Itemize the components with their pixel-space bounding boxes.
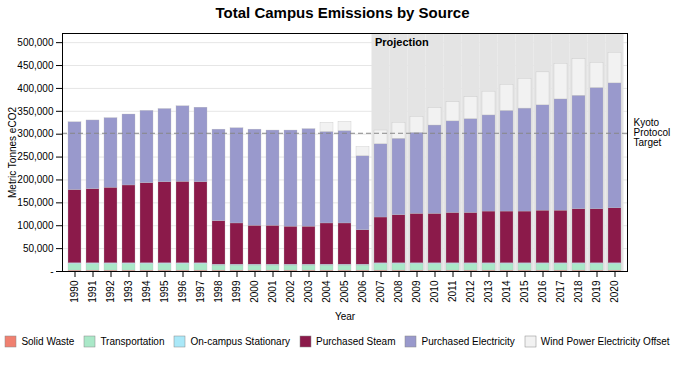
html-text:Wind Power Electricity Offset: Wind Power Electricity Offset	[540, 336, 670, 347]
svg-text:2019: 2019	[591, 280, 602, 303]
svg-text:1998: 1998	[213, 280, 224, 303]
svg-text:500,000: 500,000	[17, 37, 54, 48]
svg-text:2010: 2010	[429, 280, 440, 303]
svg-text:2016: 2016	[537, 280, 548, 303]
svg-text:-: -	[50, 266, 53, 277]
svg-text:1997: 1997	[195, 280, 206, 303]
html-text:On-campus Stationary: On-campus Stationary	[190, 336, 290, 347]
svg-text:2009: 2009	[411, 280, 422, 303]
svg-text:Year: Year	[335, 311, 356, 322]
svg-text:100,000: 100,000	[17, 220, 54, 231]
svg-text:2012: 2012	[465, 280, 476, 303]
svg-text:300,000: 300,000	[17, 128, 54, 139]
svg-text:2000: 2000	[249, 280, 260, 303]
svg-text:KyotoProtocolTarget: KyotoProtocolTarget	[634, 117, 671, 148]
svg-text:1996: 1996	[177, 280, 188, 303]
svg-text:2003: 2003	[303, 280, 314, 303]
svg-text:1990: 1990	[69, 280, 80, 303]
svg-text:2001: 2001	[267, 280, 278, 303]
svg-text:200,000: 200,000	[17, 174, 54, 185]
svg-text:400,000: 400,000	[17, 83, 54, 94]
svg-text:2008: 2008	[393, 280, 404, 303]
svg-text:1994: 1994	[141, 280, 152, 303]
svg-text:1991: 1991	[87, 280, 98, 303]
svg-text:2004: 2004	[321, 280, 332, 303]
svg-text:1993: 1993	[123, 280, 134, 303]
svg-text:1999: 1999	[231, 280, 242, 303]
svg-text:450,000: 450,000	[17, 60, 54, 71]
svg-text:350,000: 350,000	[17, 106, 54, 117]
svg-text:1992: 1992	[105, 280, 116, 303]
svg-text:2014: 2014	[501, 280, 512, 303]
svg-text:1995: 1995	[159, 280, 170, 303]
html-text:Transportation: Transportation	[100, 336, 165, 347]
svg-text:250,000: 250,000	[17, 151, 54, 162]
svg-text:2002: 2002	[285, 280, 296, 303]
svg-text:2013: 2013	[483, 280, 494, 303]
html-text:Purchased Steam: Purchased Steam	[316, 336, 396, 347]
svg-text:2018: 2018	[573, 280, 584, 303]
svg-text:50,000: 50,000	[23, 243, 54, 254]
svg-text:2017: 2017	[555, 280, 566, 303]
svg-text:2007: 2007	[375, 280, 386, 303]
svg-text:150,000: 150,000	[17, 197, 54, 208]
svg-text:2015: 2015	[519, 280, 530, 303]
svg-text:2020: 2020	[609, 280, 620, 303]
html-text:Purchased Electricity: Purchased Electricity	[421, 336, 515, 347]
svg-text:2006: 2006	[357, 280, 368, 303]
svg-text:Projection: Projection	[375, 36, 429, 48]
html-text:Total Campus Emissions by Sour: Total Campus Emissions by Source	[215, 4, 470, 21]
svg-text:2011: 2011	[447, 280, 458, 302]
html-text:Solid Waste: Solid Waste	[21, 336, 75, 347]
svg-text:Metric Tonnes eCO2: Metric Tonnes eCO2	[7, 107, 18, 198]
svg-text:2005: 2005	[339, 280, 350, 303]
